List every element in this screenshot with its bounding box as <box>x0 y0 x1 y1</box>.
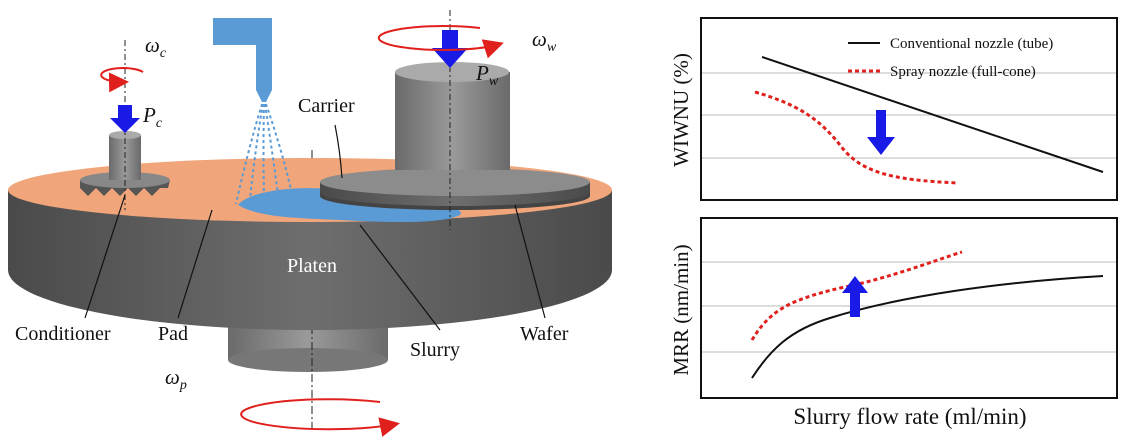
figure: ωc Pc ωw Pw ωp Carrier Platen Conditione… <box>0 0 1129 437</box>
top-plot: Conventional nozzle (tube) Spray nozzle … <box>669 18 1117 200</box>
platen-rotation <box>241 399 396 429</box>
legend-label: Conventional nozzle (tube) <box>890 36 1053 52</box>
label: Wafer <box>520 323 569 345</box>
bottom-plot: MRR (nm/min) <box>669 218 1117 398</box>
label: Slurry <box>410 339 460 361</box>
symbol: ωc <box>145 33 167 61</box>
label: Platen <box>287 255 337 277</box>
label: Carrier <box>298 95 355 117</box>
symbol: Pc <box>142 103 163 131</box>
symbol: Pw <box>475 61 499 89</box>
symbol: ωp <box>165 365 187 393</box>
x-axis-label: Slurry flow rate (ml/min) <box>793 404 1026 429</box>
legend-label: Spray nozzle (full-cone) <box>890 64 1036 80</box>
y-axis-label: WIWNU (%) <box>669 53 693 167</box>
y-axis-label: MRR (nm/min) <box>669 244 693 375</box>
label: Conditioner <box>15 323 111 345</box>
symbol: ωw <box>532 27 557 55</box>
label: Pad <box>158 323 188 345</box>
